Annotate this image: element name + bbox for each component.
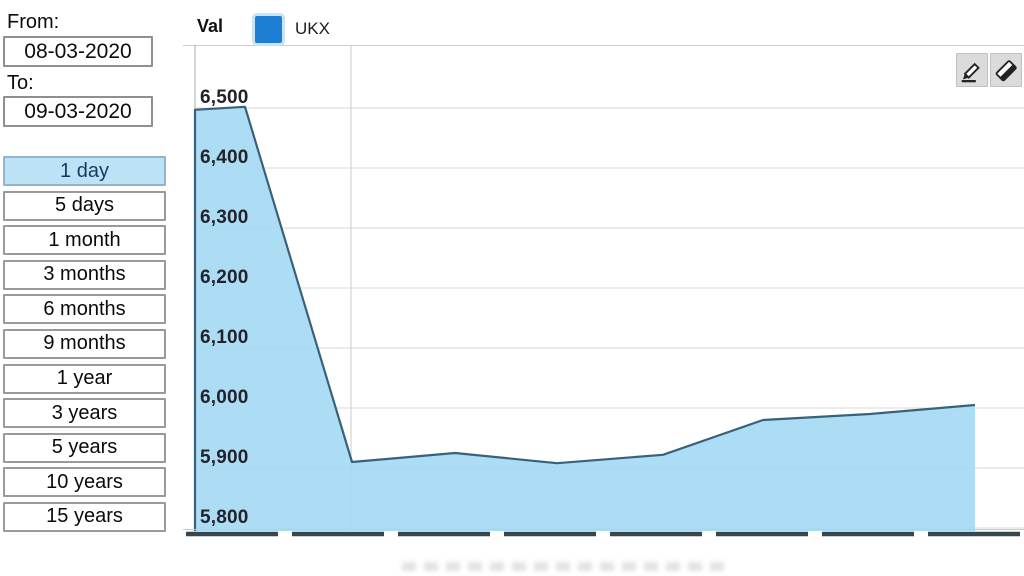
to-label: To:	[7, 72, 34, 94]
range-button-15-years[interactable]: 15 years	[3, 501, 166, 532]
range-button-1-year[interactable]: 1 year	[3, 363, 166, 394]
y-axis-tick-label: 6,400	[200, 147, 249, 168]
legend-series-swatch[interactable]	[255, 16, 282, 43]
y-axis-tick-label: 6,200	[200, 267, 249, 288]
range-buttons: 1 day 5 days 1 month 3 months 6 months 9 mont…	[3, 156, 166, 532]
range-button-10-years[interactable]: 10 years	[3, 467, 166, 498]
y-axis-tick-label: 5,900	[200, 447, 249, 468]
y-axis-tick-label: 6,100	[200, 327, 249, 348]
range-button-6-months[interactable]: 6 months	[3, 294, 166, 325]
y-axis-tick-label: 5,800	[200, 507, 249, 528]
y-axis-tick-label: 6,500	[200, 87, 249, 108]
plot-top-border	[183, 45, 1024, 46]
from-label: From:	[7, 11, 60, 33]
blurred-caption-fragment	[402, 562, 732, 571]
range-button-3-months[interactable]: 3 months	[3, 259, 166, 290]
from-date-input[interactable]	[3, 36, 153, 67]
range-button-5-years[interactable]: 5 years	[3, 432, 166, 463]
range-button-5-days[interactable]: 5 days	[3, 190, 166, 221]
range-button-3-years[interactable]: 3 years	[3, 398, 166, 429]
range-button-1-month[interactable]: 1 month	[3, 225, 166, 256]
legend-series-name[interactable]: UKX	[295, 19, 330, 38]
to-date-input[interactable]	[3, 96, 153, 127]
range-button-9-months[interactable]: 9 months	[3, 328, 166, 359]
draw-button[interactable]	[956, 53, 988, 87]
pencil-icon	[961, 62, 980, 83]
y-axis-tick-label: 6,300	[200, 207, 249, 228]
eraser-icon	[995, 60, 1017, 82]
legend-axis-label: Val	[197, 16, 224, 36]
erase-button[interactable]	[990, 53, 1022, 87]
y-axis-tick-label: 6,000	[200, 387, 249, 408]
range-button-1-day[interactable]: 1 day	[3, 156, 166, 186]
